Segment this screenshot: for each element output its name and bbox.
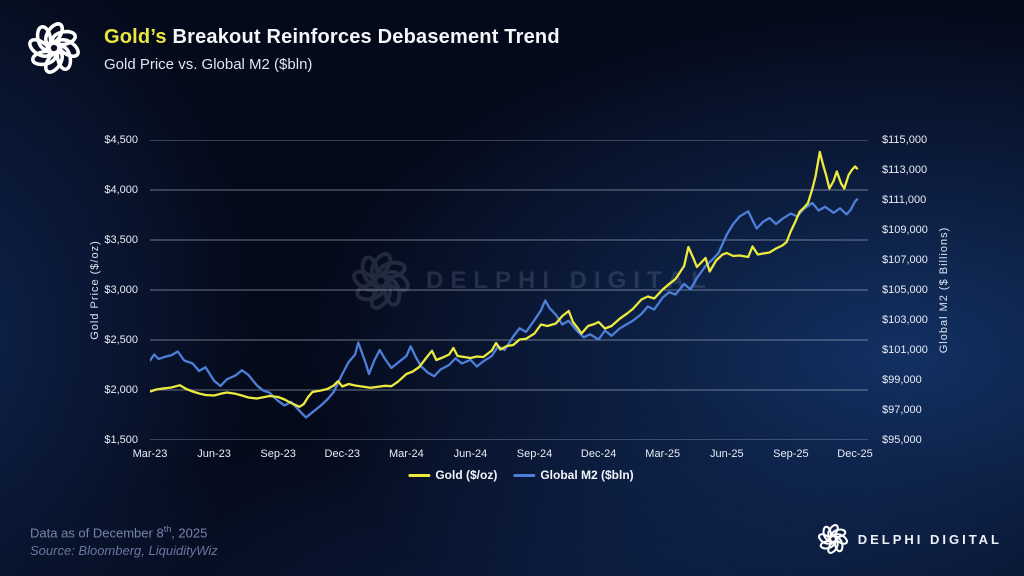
y-right-tick-label: $99,000 (882, 374, 922, 386)
y-left-tick-label: $1,500 (104, 434, 138, 446)
title-highlight: Gold’s (104, 26, 167, 48)
x-tick-label: Dec-23 (324, 448, 360, 460)
footer-notes: Data as of December 8th, 2025 Source: Bl… (30, 524, 218, 558)
delphi-knot-small-icon (818, 524, 848, 554)
y-right-tick-label: $95,000 (882, 434, 922, 446)
y-left-tick-label: $2,500 (104, 334, 138, 346)
legend-label: Global M2 ($bln) (540, 468, 634, 482)
legend-swatch-icon (408, 473, 431, 477)
y-right-tick-label: $113,000 (882, 164, 928, 176)
brand-wordmark: DELPHI DIGITAL (857, 531, 1002, 547)
x-tick-label: Jun-23 (197, 448, 231, 460)
y-right-tick-label: $109,000 (882, 224, 928, 236)
x-tick-label: Dec-25 (837, 448, 873, 460)
y-left-tick-label: $2,000 (104, 384, 138, 396)
y-axis-right-title: Global M2 ($ Billions) (938, 226, 950, 354)
source-note: Source: Bloomberg, LiquidityWiz (30, 543, 218, 558)
x-tick-label: Mar-23 (132, 448, 168, 460)
y-left-tick-label: $4,500 (104, 134, 138, 146)
x-tick-label: Jun-25 (709, 448, 744, 460)
x-tick-label: Sep-23 (260, 448, 296, 460)
x-tick-label: Dec-24 (580, 448, 617, 460)
y-left-tick-label: $3,000 (104, 284, 138, 296)
y-right-tick-label: $111,000 (882, 194, 927, 206)
data-as-of: Data as of December 8th, 2025 (30, 523, 208, 540)
y-left-tick-label: $4,000 (104, 184, 138, 196)
legend-item: Gold ($/oz) (408, 468, 497, 482)
y-left-tick-label: $3,500 (104, 234, 138, 246)
series-line-gold (150, 150, 859, 408)
x-tick-label: Mar-24 (388, 448, 424, 460)
x-tick-label: Jun-24 (453, 448, 488, 460)
legend-item: Global M2 ($bln) (513, 468, 634, 482)
chart-subtitle: Gold Price vs. Global M2 ($bln) (104, 56, 313, 73)
x-tick-label: Sep-24 (516, 448, 553, 460)
series-line-global-m2 (150, 198, 859, 419)
y-right-tick-label: $115,000 (882, 134, 928, 146)
y-right-tick-label: $107,000 (882, 254, 928, 266)
y-right-tick-label: $97,000 (882, 404, 922, 416)
delphi-knot-icon (28, 22, 80, 74)
brand-lockup: DELPHI DIGITAL (818, 524, 1002, 554)
y-right-tick-label: $101,000 (882, 344, 928, 356)
title-rest: Breakout Reinforces Debasement Trend (166, 26, 560, 48)
legend-label: Gold ($/oz) (435, 468, 498, 482)
page-title: Gold’s Breakout Reinforces Debasement Tr… (104, 26, 560, 49)
y-right-tick-label: $103,000 (882, 314, 928, 326)
chart-legend: Gold ($/oz) Global M2 ($bln) (408, 468, 634, 482)
x-tick-label: Sep-25 (773, 448, 809, 460)
legend-swatch-icon (513, 473, 536, 477)
header: Gold’s Breakout Reinforces Debasement Tr… (28, 20, 560, 74)
y-right-tick-label: $105,000 (882, 284, 928, 296)
chart-canvas (150, 140, 868, 440)
x-tick-label: Mar-25 (645, 448, 681, 460)
